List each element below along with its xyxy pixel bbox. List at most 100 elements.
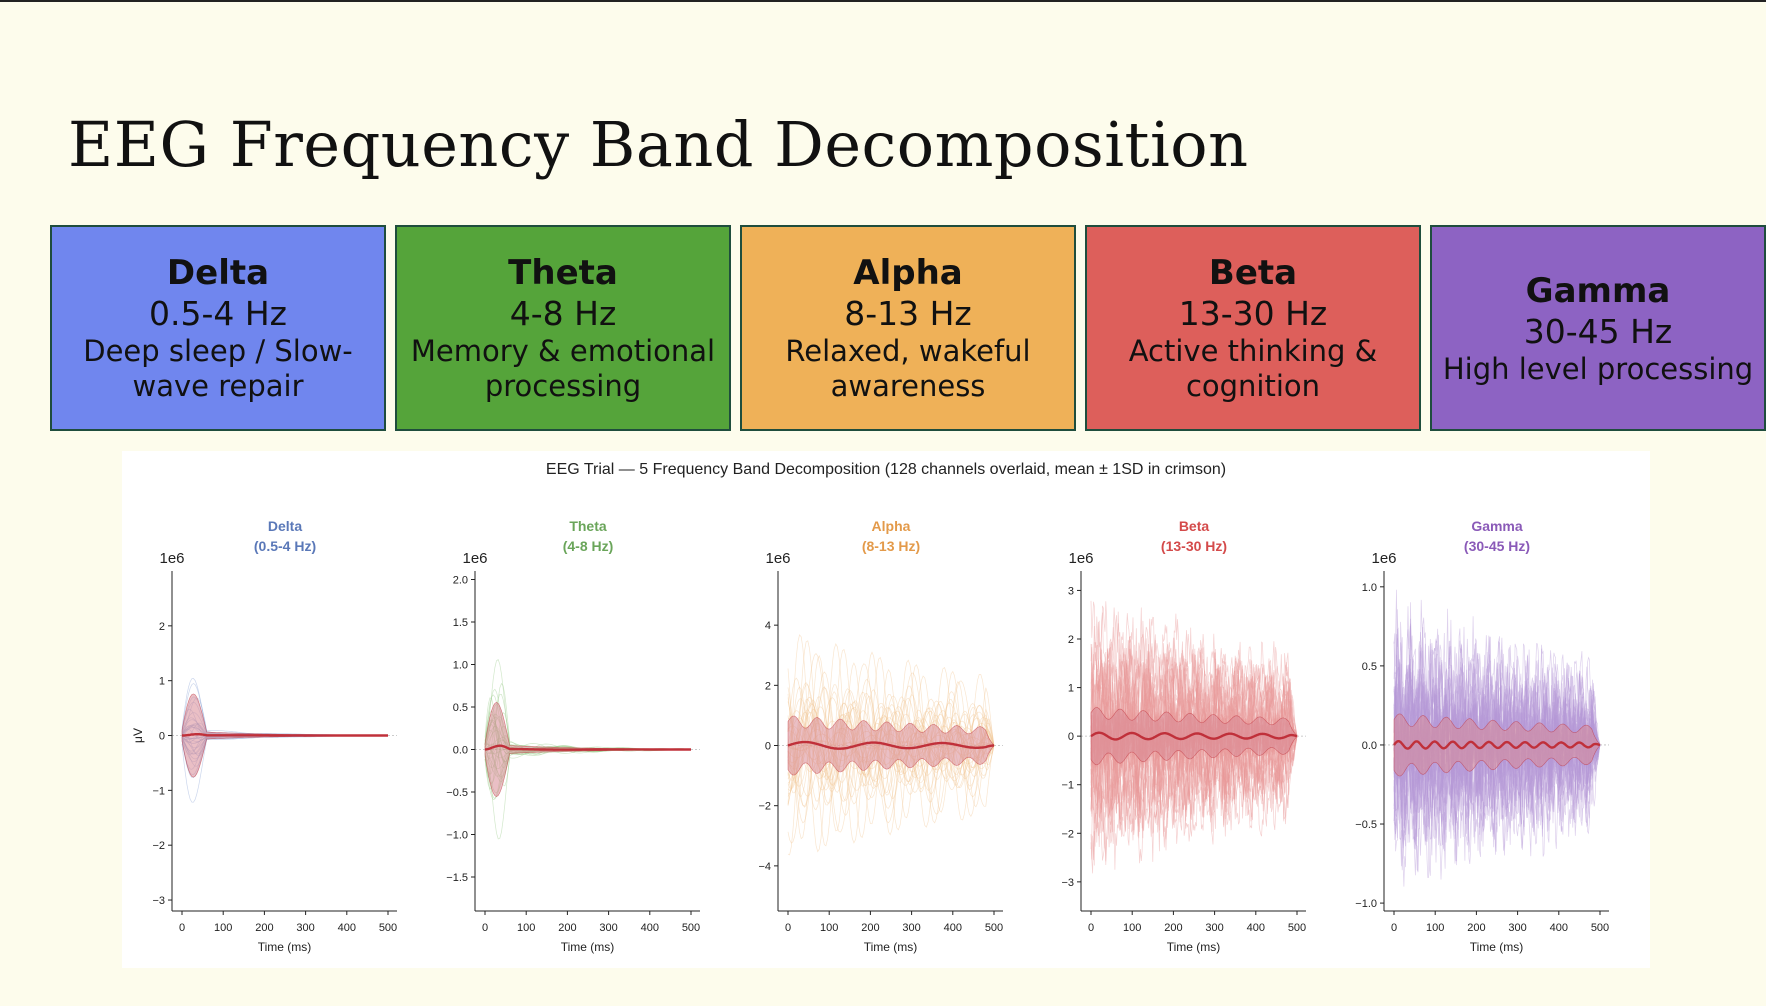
y-tick-label: −4: [758, 861, 771, 873]
channel-trace: [1090, 640, 1298, 839]
x-tick-label: 200: [1467, 922, 1485, 934]
channel-traces: [181, 678, 389, 803]
y-offset-label: 1e6: [462, 550, 487, 567]
sd-band: [1393, 713, 1601, 777]
panel-title-range: (8-13 Hz): [862, 538, 920, 554]
channel-trace: [787, 686, 995, 802]
x-tick-label: 500: [1288, 922, 1306, 934]
x-tick-label: 200: [255, 922, 273, 934]
slide-title: EEG Frequency Band Decomposition: [68, 108, 1249, 181]
x-tick-label: 100: [820, 922, 838, 934]
x-tick-label: 400: [1247, 922, 1265, 934]
x-tick-label: 400: [338, 922, 356, 934]
band-card-beta: Beta 13-30 Hz Active thinking & cognitio…: [1085, 225, 1421, 431]
channel-trace: [1090, 621, 1298, 844]
band-name: Delta: [166, 253, 270, 293]
x-tick-label: 0: [482, 922, 488, 934]
x-tick-label: 400: [1550, 922, 1568, 934]
channel-trace: [1393, 602, 1601, 887]
band-range: 8-13 Hz: [844, 294, 972, 333]
panel-title-band: Alpha: [872, 518, 911, 534]
band-name: Gamma: [1525, 270, 1671, 311]
channel-trace: [1393, 628, 1601, 849]
y-tick-label: 0.5: [1362, 661, 1377, 673]
channel-trace: [1090, 620, 1298, 850]
x-axis-label: Time (ms): [561, 940, 615, 954]
channel-trace: [787, 671, 995, 824]
y-offset-label: 1e6: [1371, 550, 1396, 567]
y-tick-label: −3: [1061, 877, 1074, 889]
channel-trace: [181, 733, 389, 803]
channel-trace: [484, 682, 692, 779]
x-tick-label: 300: [902, 922, 920, 934]
x-tick-label: 100: [1426, 922, 1444, 934]
y-tick-label: 1.0: [1362, 582, 1377, 594]
band-card-theta: Theta 4-8 Hz Memory & emotional processi…: [395, 225, 731, 431]
y-tick-label: 0.5: [453, 702, 468, 714]
panel-title-range: (30-45 Hz): [1464, 538, 1530, 554]
y-tick-label: −1.0: [1355, 898, 1377, 910]
channel-trace: [1393, 625, 1601, 872]
channel-trace: [1090, 652, 1298, 813]
y-tick-label: 0: [159, 731, 165, 743]
x-tick-label: 300: [1508, 922, 1526, 934]
y-tick-label: 2: [1068, 634, 1074, 646]
band-range: 0.5-4 Hz: [148, 294, 287, 333]
band-range: 30-45 Hz: [1523, 311, 1673, 351]
channel-trace: [1090, 647, 1298, 816]
x-tick-label: 0: [1391, 922, 1397, 934]
band-description: Deep sleep / Slow-wave repair: [83, 334, 353, 403]
figure-title: EEG Trial — 5 Frequency Band Decompositi…: [545, 461, 1227, 478]
x-tick-label: 0: [785, 922, 791, 934]
mean-line: [1393, 740, 1601, 750]
y-tick-label: −2: [758, 801, 771, 813]
channel-trace: [181, 733, 389, 778]
channel-trace: [181, 701, 388, 737]
eeg-figure: EEG Trial — 5 Frequency Band Decompositi…: [122, 451, 1650, 968]
band-description: High level processing: [1442, 351, 1754, 386]
y-tick-label: −2: [152, 840, 165, 852]
y-tick-label: −1.0: [446, 830, 468, 842]
y-tick-label: 0.0: [453, 745, 468, 757]
x-tick-label: 0: [1088, 922, 1094, 934]
channel-trace: [181, 683, 388, 738]
channel-trace: [484, 719, 692, 763]
channel-trace: [1090, 657, 1298, 809]
x-tick-label: 400: [641, 922, 659, 934]
top-border-line: [0, 0, 1766, 2]
y-offset-label: 1e6: [159, 550, 184, 567]
y-tick-label: 4: [765, 620, 771, 632]
channel-trace: [787, 696, 994, 797]
channel-trace: [484, 697, 692, 787]
panel-title-range: (0.5-4 Hz): [254, 538, 316, 554]
y-tick-label: 2: [765, 680, 771, 692]
channel-trace: [1090, 612, 1298, 861]
x-tick-label: 300: [296, 922, 314, 934]
panel-title-band: Gamma: [1471, 518, 1523, 534]
x-tick-label: 200: [861, 922, 879, 934]
y-tick-label: −0.5: [1355, 819, 1377, 831]
y-tick-label: −1: [152, 785, 165, 797]
y-tick-label: 1: [159, 676, 165, 688]
y-tick-label: −2: [1061, 828, 1074, 840]
channel-trace: [1090, 649, 1298, 830]
mean-line: [484, 744, 691, 751]
y-tick-label: 0.0: [1362, 740, 1377, 752]
y-offset-label: 1e6: [1068, 550, 1093, 567]
channel-trace: [1393, 657, 1601, 841]
band-card-gamma: Gamma 30-45 Hz High level processing: [1430, 225, 1766, 431]
y-tick-label: 1.0: [453, 660, 468, 672]
y-tick-label: 0: [1068, 731, 1074, 743]
channel-trace: [181, 697, 389, 738]
sd-band: [1090, 707, 1298, 766]
channel-trace: [787, 655, 995, 840]
y-tick-label: 2: [159, 621, 165, 633]
band-range: 13-30 Hz: [1178, 294, 1328, 333]
channel-trace: [787, 710, 995, 779]
x-tick-label: 400: [944, 922, 962, 934]
channel-trace: [1090, 600, 1298, 866]
band-card-alpha: Alpha 8-13 Hz Relaxed, wakeful awareness: [740, 225, 1076, 431]
channel-trace: [1090, 643, 1298, 834]
y-tick-label: 3: [1068, 585, 1074, 597]
